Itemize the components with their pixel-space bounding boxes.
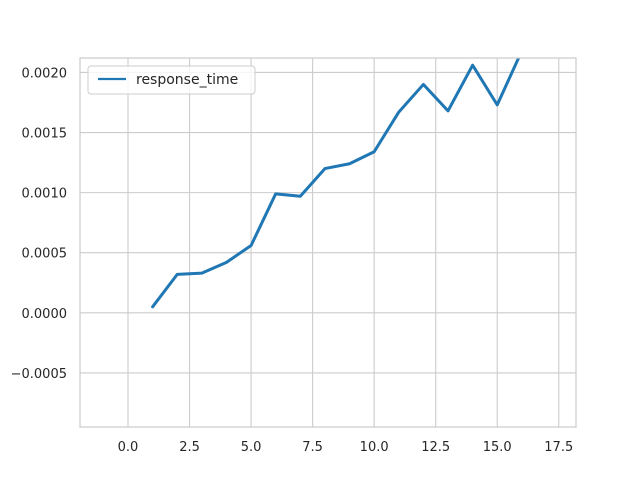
series-layer (151, 58, 521, 309)
plot-frame (79, 57, 577, 428)
y-tick-label: 0.0005 (22, 247, 68, 262)
x-tick-label: 7.5 (302, 440, 323, 455)
x-axis: 0.0 2.5 5.0 7.5 10.0 12.5 15.0 17.5 (118, 440, 574, 455)
x-tick-label: 0.0 (118, 440, 139, 455)
y-tick-label: 0.0000 (22, 307, 68, 322)
x-tick-label: 12.5 (421, 440, 450, 455)
x-tick-label: 5.0 (241, 440, 262, 455)
y-tick-label: 0.0020 (22, 66, 68, 81)
series-line (151, 58, 521, 309)
legend-label: response_time (136, 72, 238, 88)
y-axis: −0.0005 0.0000 0.0005 0.0010 0.0015 0.0020 (11, 66, 67, 381)
y-tick-label: 0.0010 (22, 187, 68, 202)
legend: response_time (87, 65, 256, 95)
grid (80, 58, 576, 427)
x-tick-label: 2.5 (179, 440, 200, 455)
x-tick-label: 10.0 (360, 440, 389, 455)
x-tick-label: 15.0 (483, 440, 512, 455)
x-tick-label: 17.5 (544, 440, 573, 455)
y-tick-label: −0.0005 (11, 367, 67, 382)
y-tick-label: 0.0015 (22, 127, 68, 142)
legend-box (87, 65, 256, 95)
